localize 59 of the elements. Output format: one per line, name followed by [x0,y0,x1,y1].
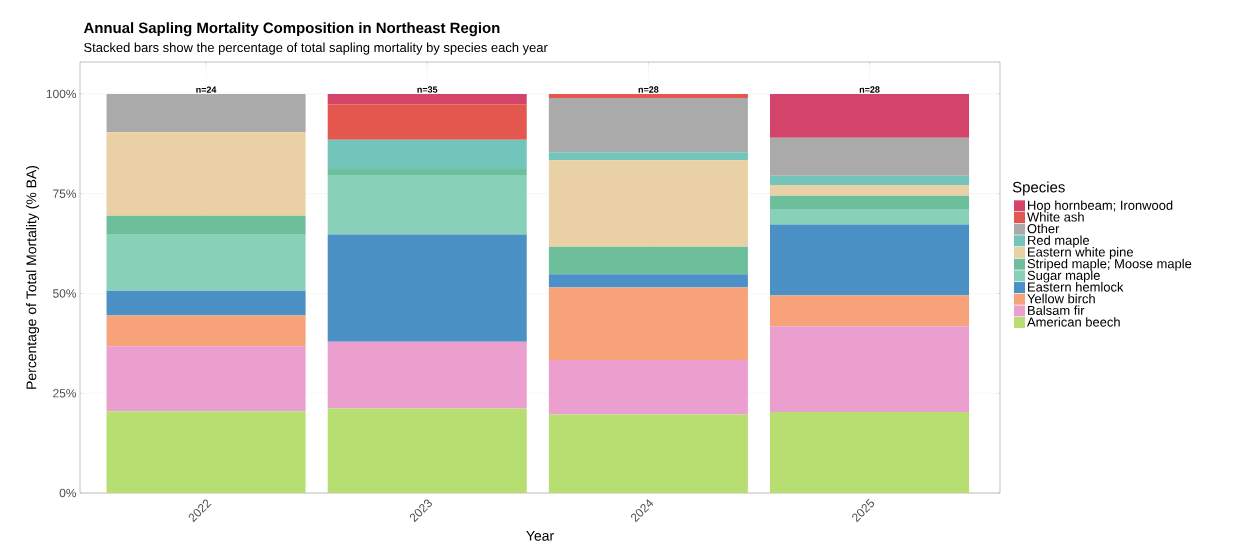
bar [327,139,527,169]
bar [106,315,306,347]
legend-label: Yellow birch [1027,293,1095,304]
bar [548,246,748,275]
bar [770,195,970,210]
bar [770,224,970,296]
annotation: n=35 [417,86,438,93]
bar [770,411,970,493]
bar [106,215,306,235]
legend-label: Sugar maple [1027,270,1100,283]
bar [327,408,527,493]
legend-label: Other [1027,223,1060,234]
bar [106,346,306,412]
bar [327,93,527,105]
bar [327,341,527,409]
bar [327,104,527,140]
legend-label: Eastern hemlock [1028,282,1124,292]
bar [770,184,970,196]
bar [770,137,970,176]
bar [770,209,970,225]
bar [548,160,748,247]
legend-label: White ash [1027,212,1084,222]
y-tick-label: 100% [46,89,77,99]
annotation: n=28 [638,86,659,93]
legend-title: Species [1012,181,1065,196]
chart-subtitle: Stacked bars show the percentage of total sapling mortality by species each year [84,42,548,55]
legend-label: Red maple [1028,235,1090,248]
legend-label: American beech [1027,317,1120,327]
annotation: n=28 [859,86,880,93]
bar [106,290,306,316]
bar [106,93,306,133]
bar [548,152,748,161]
bar [548,97,748,153]
y-tick-label: 0% [59,488,77,498]
bar [106,234,306,291]
bar [327,234,527,342]
bar [106,132,306,216]
bar [327,168,527,175]
x-axis-title: Year [526,530,554,541]
annotation: n=24 [196,86,217,93]
legend-label: Balsam fir [1028,305,1085,315]
bar [548,274,748,288]
bar [770,326,970,412]
chart-title: Annual Sapling Mortality Composition in Northeast Region [83,22,500,37]
bar [327,174,527,235]
y-tick-label: 50% [53,289,77,298]
bar [770,295,970,327]
bar [106,411,306,493]
y-axis-title: Percentage of Total Mortality (% BA) [26,165,40,389]
bar [770,93,970,138]
bar [770,175,970,185]
bar [548,287,748,361]
legend-label: Hop hornbeam; Ironwood [1028,200,1173,213]
y-tick-label: 25% [53,389,77,398]
bar [548,414,748,493]
bar [548,360,748,415]
bar [548,93,748,98]
y-tick-label: 75% [53,189,77,198]
legend-label: Striped maple; Moose maple [1027,258,1192,271]
